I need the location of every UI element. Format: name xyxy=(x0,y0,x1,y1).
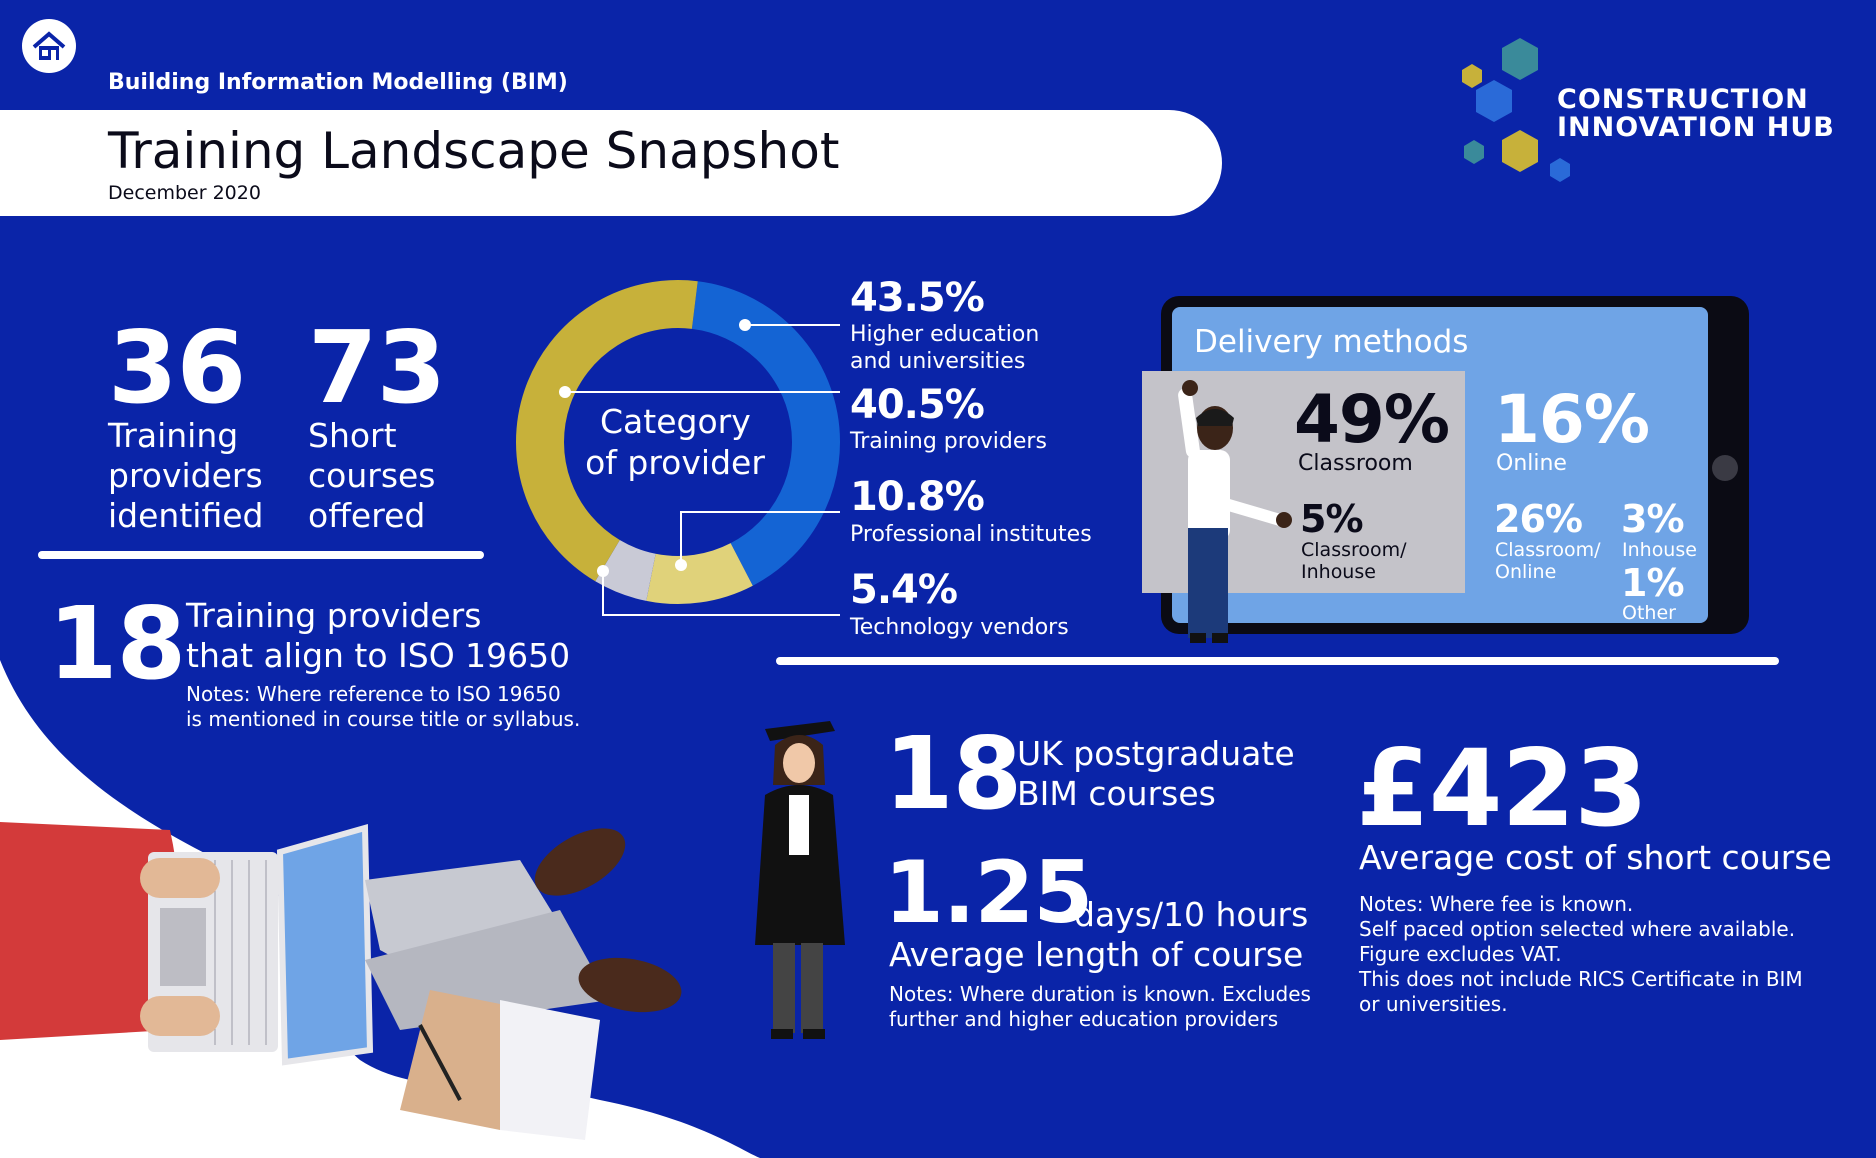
laptop-person-illustration xyxy=(0,822,682,1140)
classroom-pct: 49% xyxy=(1294,381,1450,458)
category-label-higher-ed-1: Higher education xyxy=(850,322,1040,347)
other-pct: 1% xyxy=(1621,561,1685,605)
classroom-label: Classroom xyxy=(1298,451,1413,476)
category-pct-training: 40.5% xyxy=(850,382,985,428)
iso-note-1: Notes: Where reference to ISO 19650 xyxy=(186,682,561,706)
courses-label-3: offered xyxy=(308,496,426,535)
cost-label: Average cost of short course xyxy=(1359,838,1832,877)
divider-left xyxy=(38,551,484,559)
providers-count: 36 xyxy=(108,309,246,426)
divider-right xyxy=(776,657,1779,665)
courses-label-2: courses xyxy=(308,456,436,495)
brand-name-line1: CONSTRUCTION xyxy=(1557,84,1809,115)
classroom-inhouse-label-1: Classroom/ xyxy=(1301,539,1407,561)
home-icon xyxy=(32,31,66,60)
providers-label-1: Training xyxy=(108,416,239,455)
brand-name-line2: INNOVATION HUB xyxy=(1557,112,1835,143)
leader-dot-higher-ed xyxy=(739,319,751,331)
cost-note-3: Figure excludes VAT. xyxy=(1359,942,1562,966)
donut-slice-higher-ed xyxy=(516,280,698,582)
category-label-training: Training providers xyxy=(850,429,1047,454)
length-label: Average length of course xyxy=(889,935,1304,974)
iso-label-1: Training providers xyxy=(186,596,482,635)
classroom-inhouse-pct: 5% xyxy=(1300,497,1364,541)
category-pct-technology: 5.4% xyxy=(850,567,958,613)
presenter-figure-icon xyxy=(1178,380,1292,643)
classroom-online-label-1: Classroom/ xyxy=(1495,539,1601,561)
donut-slice-technology xyxy=(595,539,657,601)
cost-note-5: or universities. xyxy=(1359,992,1508,1016)
donut-center-line1: Category xyxy=(600,402,751,441)
leader-dot-technology xyxy=(597,565,609,577)
classroom-inhouse-label-2: Inhouse xyxy=(1301,561,1376,583)
category-label-higher-ed-2: and universities xyxy=(850,349,1026,374)
inhouse-label: Inhouse xyxy=(1622,539,1697,561)
courses-label-1: Short xyxy=(308,416,397,455)
category-label-technology: Technology vendors xyxy=(850,615,1069,640)
length-unit: days/10 hours xyxy=(1074,895,1309,934)
leader-line-technology xyxy=(602,571,840,616)
inhouse-pct: 3% xyxy=(1621,497,1685,541)
title-banner xyxy=(0,110,1222,216)
donut-slice-professional xyxy=(646,542,753,604)
cost-value: £423 xyxy=(1356,727,1648,850)
classroom-online-label-2: Online xyxy=(1495,561,1557,583)
iso-count: 18 xyxy=(48,585,186,702)
online-pct: 16% xyxy=(1494,381,1650,458)
header-date: December 2020 xyxy=(108,182,261,204)
category-label-professional: Professional institutes xyxy=(850,522,1092,547)
postgrad-count: 18 xyxy=(884,715,1022,832)
providers-label-3: identified xyxy=(108,496,264,535)
length-value: 1.25 xyxy=(884,843,1093,943)
delivery-title: Delivery methods xyxy=(1194,324,1469,360)
length-note-2: further and higher education providers xyxy=(889,1007,1279,1031)
category-pct-higher-ed: 43.5% xyxy=(850,275,985,321)
iso-label-2: that align to ISO 19650 xyxy=(186,636,571,675)
category-pct-professional: 10.8% xyxy=(850,474,985,520)
classroom-online-pct: 26% xyxy=(1494,497,1583,541)
courses-count: 73 xyxy=(308,309,446,426)
donut-center-line2: of provider xyxy=(585,443,765,482)
cost-note-1: Notes: Where fee is known. xyxy=(1359,892,1634,916)
leader-line-professional xyxy=(680,511,840,565)
providers-label-2: providers xyxy=(108,456,263,495)
graduate-figure-icon xyxy=(755,721,845,1039)
iso-note-2: is mentioned in course title or syllabus… xyxy=(186,707,581,731)
online-label: Online xyxy=(1496,451,1567,476)
tablet-home-button xyxy=(1712,455,1738,481)
header-subtitle: Building Information Modelling (BIM) xyxy=(108,70,568,95)
postgrad-label-1: UK postgraduate xyxy=(1017,734,1295,773)
cost-note-4: This does not include RICS Certificate i… xyxy=(1359,967,1803,991)
length-note-1: Notes: Where duration is known. Excludes xyxy=(889,982,1311,1006)
hexagon-logo-icon xyxy=(1462,38,1570,182)
other-label: Other xyxy=(1622,602,1676,624)
leader-dot-training xyxy=(559,386,571,398)
page-title: Training Landscape Snapshot xyxy=(108,122,840,180)
cost-note-2: Self paced option selected where availab… xyxy=(1359,917,1796,941)
leader-dot-professional xyxy=(675,559,687,571)
home-icon-button[interactable] xyxy=(22,19,76,73)
postgrad-label-2: BIM courses xyxy=(1017,774,1216,813)
